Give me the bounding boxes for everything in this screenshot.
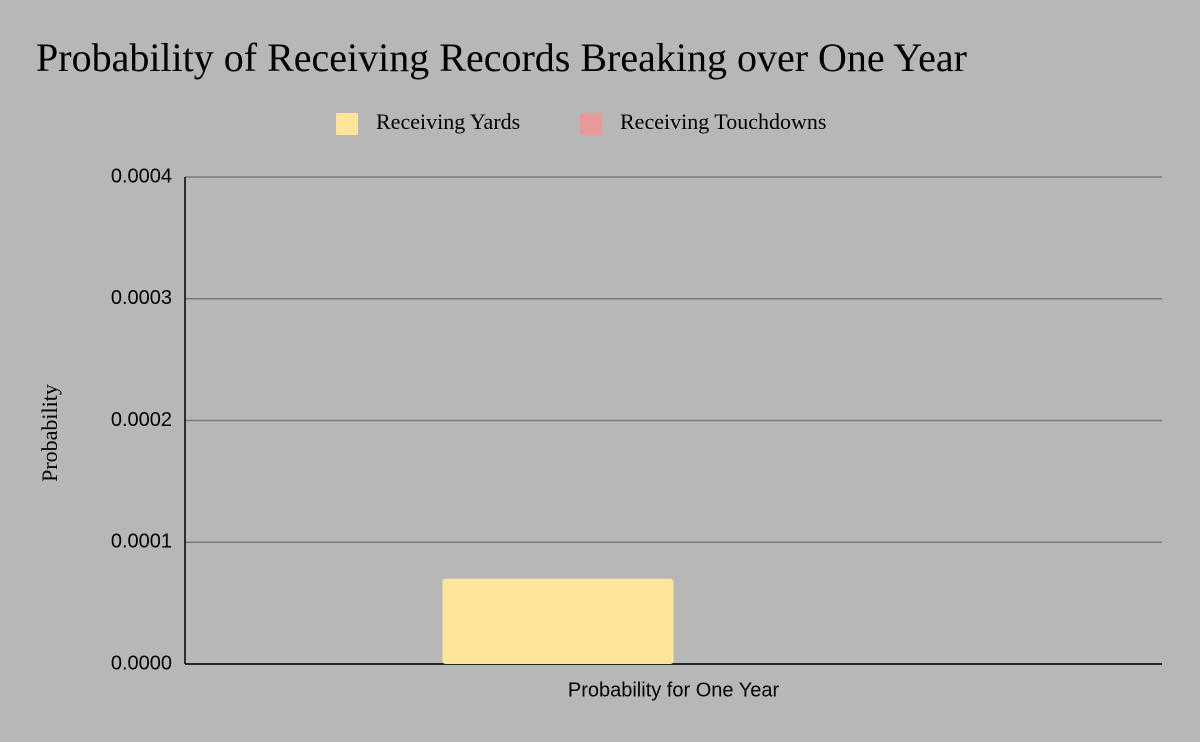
legend-swatch [580, 113, 602, 135]
y-tick-label: 0.0002 [111, 409, 172, 431]
y-tick-label: 0.0000 [111, 652, 172, 674]
legend-label: Receiving Yards [376, 109, 520, 134]
chart-title: Probability of Receiving Records Breakin… [36, 35, 967, 80]
legend-swatch [336, 113, 358, 135]
x-tick-label: Probability for One Year [568, 679, 780, 701]
y-tick-label: 0.0001 [111, 531, 172, 553]
y-axis-label: Probability [37, 384, 62, 482]
y-tick-label: 0.0004 [111, 165, 172, 187]
y-tick-label: 0.0003 [111, 287, 172, 309]
legend-label: Receiving Touchdowns [620, 109, 826, 134]
bar [442, 578, 674, 664]
